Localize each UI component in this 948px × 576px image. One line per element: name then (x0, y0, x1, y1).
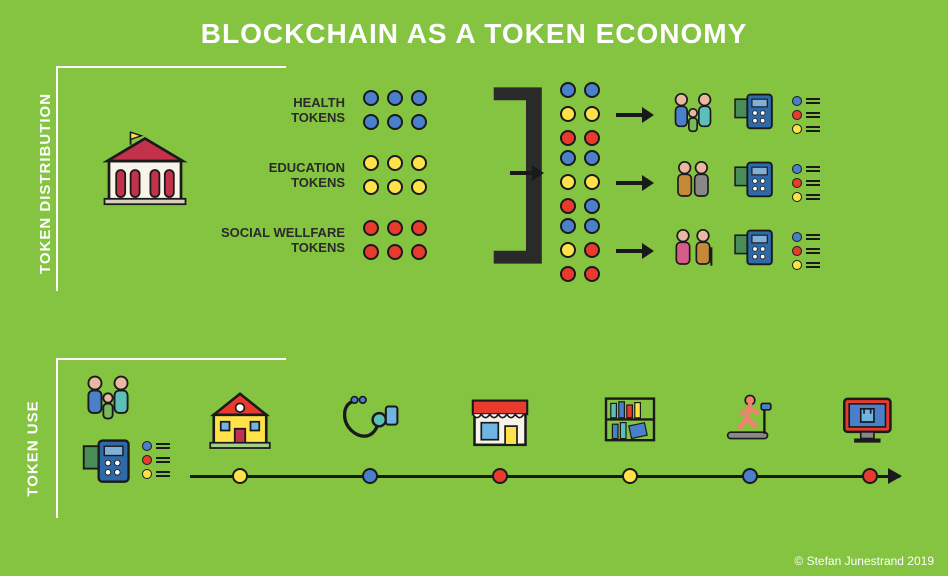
page-title: BLOCKCHAIN AS A TOKEN ECONOMY (0, 0, 948, 50)
library-icon (598, 389, 662, 458)
distribution-area: HEALTH TOKENS EDUCATION TOKENS SOCIAL WE… (90, 70, 930, 300)
fitness-treadmill-icon (718, 389, 782, 458)
mini-legend (792, 164, 820, 202)
token-row-health: HEALTH TOKENS (195, 90, 429, 132)
shop-icon (466, 387, 534, 460)
wallet-ledger-icon (732, 158, 778, 209)
family-icon (80, 370, 136, 431)
timeline-node-healthcare (362, 468, 378, 484)
healthcare-icon (338, 390, 404, 461)
flow-arrow-icon (616, 175, 654, 191)
elderly-couple-icon (668, 224, 718, 279)
timeline-node-shop (492, 468, 508, 484)
timeline-node-fitness (742, 468, 758, 484)
family-icon (668, 88, 718, 143)
token-label: EDUCATION TOKENS (195, 161, 345, 191)
recipient-row-business (560, 150, 820, 216)
school-icon (205, 385, 275, 460)
timeline-axis (190, 475, 900, 478)
token-dots-health (363, 90, 429, 132)
token-row-education: EDUCATION TOKENS (195, 155, 429, 197)
token-dots-education (363, 155, 429, 197)
recipient-row-elderly (560, 218, 820, 284)
wallet-ledger-icon (80, 435, 136, 496)
mixed-token-cluster (560, 150, 602, 216)
recipient-row-family (560, 82, 820, 148)
people-pair-icon (668, 156, 718, 211)
wallet-ledger-icon (732, 226, 778, 277)
flow-arrow-icon (616, 107, 654, 123)
token-label: SOCIAL WELLFARE TOKENS (195, 226, 345, 256)
token-label: HEALTH TOKENS (195, 96, 345, 126)
mixed-token-cluster (560, 82, 602, 148)
token-dots-welfare (363, 220, 429, 262)
mixed-token-cluster (560, 218, 602, 284)
timeline-node-library (622, 468, 638, 484)
government-building-icon (100, 125, 190, 220)
section-label-use: TOKEN USE (25, 400, 42, 496)
online-shopping-icon (836, 389, 902, 460)
token-row-welfare: SOCIAL WELLFARE TOKENS (195, 220, 429, 262)
timeline-node-school (232, 468, 248, 484)
mini-legend (792, 96, 820, 134)
use-area (90, 365, 910, 535)
mini-legend (792, 232, 820, 270)
timeline-node-online (862, 468, 878, 484)
flow-arrow-icon (510, 165, 544, 181)
flow-arrow-icon (616, 243, 654, 259)
section-label-distribution: TOKEN DISTRIBUTION (37, 93, 54, 274)
copyright-text: © Stefan Junestrand 2019 (794, 554, 934, 568)
wallet-ledger-icon (732, 90, 778, 141)
mini-legend (142, 441, 170, 479)
